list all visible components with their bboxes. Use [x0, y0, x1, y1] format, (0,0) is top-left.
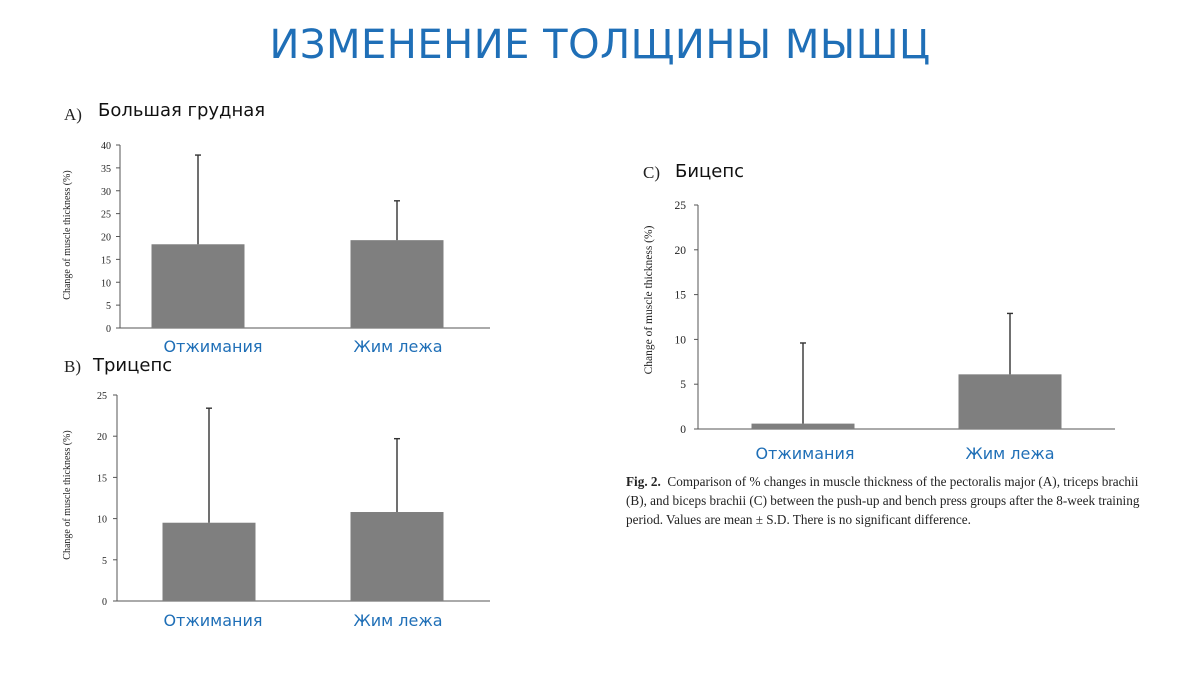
- chart-b-bar-bench: [350, 512, 444, 601]
- chart-b-category-pushup: Отжимания: [163, 611, 263, 630]
- chart-a-y-tick-label: 15: [101, 255, 111, 266]
- chart-a-y-tick-label: 0: [106, 324, 111, 335]
- panel-a-title: Большая грудная: [98, 100, 266, 121]
- chart-c-y-tick-label: 15: [675, 290, 687, 302]
- chart-b-y-axis-label: Change of muscle thickness (%): [62, 430, 73, 559]
- chart-b-y-tick-label: 25: [97, 391, 107, 402]
- chart-a-bar-pushup: [151, 244, 245, 328]
- chart-c-y-axis-label: Change of muscle thickness (%): [643, 225, 655, 374]
- chart-b-y-tick-label: 15: [97, 473, 107, 484]
- chart-a-y-axis-label: Change of muscle thickness (%): [62, 170, 73, 299]
- panel-b-title: Трицепс: [93, 355, 173, 376]
- panel-c-title: Бицепс: [675, 161, 745, 182]
- chart-b-y-tick-label: 20: [97, 432, 107, 443]
- panel-c-letter: C): [643, 163, 660, 182]
- chart-a-y-tick-label: 35: [101, 164, 111, 175]
- chart-c-y-tick-label: 0: [680, 424, 686, 436]
- chart-c-y-tick-label: 10: [675, 334, 687, 346]
- panel-a-letter: A): [64, 105, 82, 124]
- chart-a-y-tick-label: 25: [101, 210, 111, 221]
- chart-a-category-pushup: Отжимания: [163, 337, 263, 356]
- chart-c-bar-pushup: [751, 423, 855, 429]
- chart-c-category-bench: Жим лежа: [965, 444, 1055, 463]
- chart-c-category-pushup: Отжимания: [755, 444, 855, 463]
- chart-b-y-tick-label: 5: [102, 556, 107, 567]
- chart-a-y-tick-label: 30: [101, 187, 111, 198]
- chart-b-y-tick-label: 10: [97, 515, 107, 526]
- chart-b-category-bench: Жим лежа: [353, 611, 443, 630]
- figure-caption-label: Fig. 2.: [626, 474, 661, 489]
- chart-c-y-tick-label: 5: [680, 379, 686, 391]
- panel-b-letter: B): [64, 357, 81, 376]
- chart-b-y-tick-label: 0: [102, 597, 107, 608]
- chart-b-bar-pushup: [162, 522, 256, 601]
- chart-a-y-tick-label: 10: [101, 278, 111, 289]
- figure-caption: Fig. 2. Comparison of % changes in muscl…: [626, 472, 1146, 529]
- chart-c-bar-bench: [958, 374, 1062, 429]
- slide-title: ИЗМЕНЕНИЕ ТОЛЩИНЫ МЫШЦ: [269, 22, 931, 68]
- chart-c-y-tick-label: 25: [675, 200, 687, 212]
- chart-c-y-tick-label: 20: [675, 245, 687, 257]
- chart-a-y-tick-label: 20: [101, 233, 111, 244]
- chart-a-category-bench: Жим лежа: [353, 337, 443, 356]
- chart-a-y-tick-label: 40: [101, 141, 111, 152]
- chart-a-bar-bench: [350, 240, 444, 328]
- chart-a-y-tick-label: 5: [106, 301, 111, 312]
- figure-caption-text: Comparison of % changes in muscle thickn…: [626, 474, 1140, 527]
